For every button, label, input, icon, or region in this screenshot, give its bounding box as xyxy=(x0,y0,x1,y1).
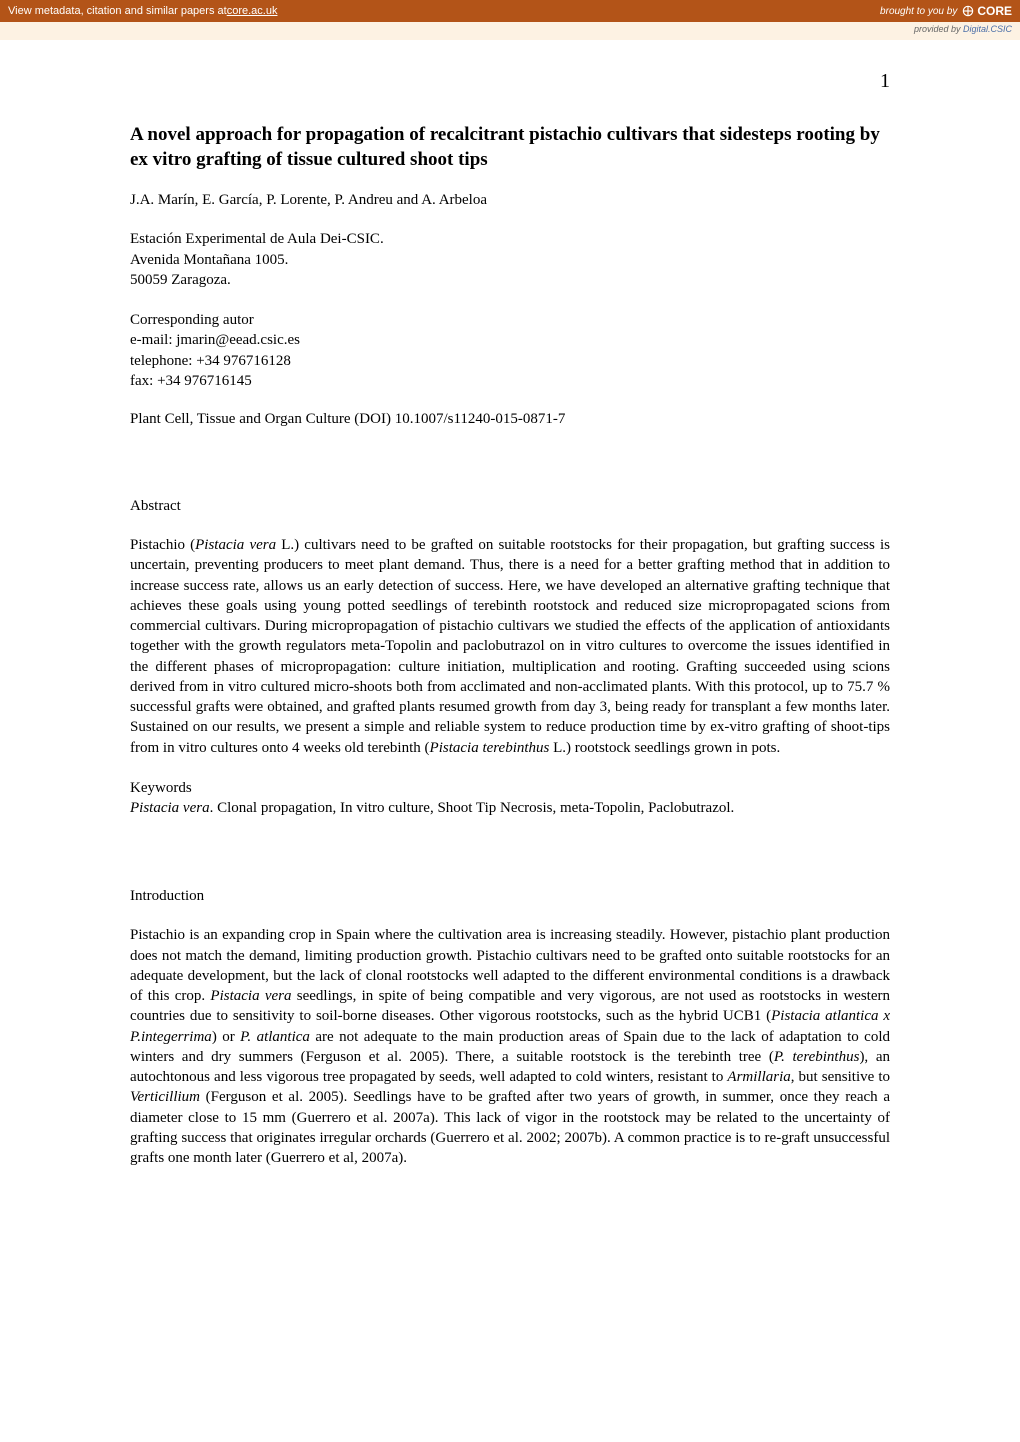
introduction-heading: Introduction xyxy=(130,888,890,905)
page-container: 1 A novel approach for propagation of re… xyxy=(0,40,1020,1218)
keywords-heading: Keywords xyxy=(130,778,890,798)
corresponding-label: Corresponding autor xyxy=(130,310,890,330)
affiliation-line1: Estación Experimental de Aula Dei-CSIC. xyxy=(130,229,890,249)
email: e-mail: jmarin@eead.csic.es xyxy=(130,330,890,350)
abstract-text: Pistachio (Pistacia vera L.) cultivars n… xyxy=(130,535,890,758)
affiliation-line3: 50059 Zaragoza. xyxy=(130,270,890,290)
provided-by-text: provided by xyxy=(914,24,963,34)
telephone: telephone: +34 976716128 xyxy=(130,351,890,371)
core-icon xyxy=(961,4,975,18)
provider-link[interactable]: Digital.CSIC xyxy=(963,24,1012,34)
banner-left: View metadata, citation and similar pape… xyxy=(8,5,277,17)
brought-by-text: brought to you by xyxy=(880,6,957,17)
affiliation: Estación Experimental de Aula Dei-CSIC. … xyxy=(130,229,890,290)
metadata-text: View metadata, citation and similar pape… xyxy=(8,5,227,17)
provided-banner: provided by Digital.CSIC xyxy=(0,22,1020,40)
page-number: 1 xyxy=(130,70,890,93)
keywords-block: Keywords Pistacia vera. Clonal propagati… xyxy=(130,778,890,819)
corresponding-author: Corresponding autor e-mail: jmarin@eead.… xyxy=(130,310,890,391)
banner-right: brought to you by CORE xyxy=(880,4,1012,18)
paper-title: A novel approach for propagation of reca… xyxy=(130,123,890,172)
affiliation-line2: Avenida Montañana 1005. xyxy=(130,250,890,270)
abstract-heading: Abstract xyxy=(130,498,890,515)
core-banner: View metadata, citation and similar pape… xyxy=(0,0,1020,22)
fax: fax: +34 976716145 xyxy=(130,371,890,391)
core-logo[interactable]: CORE xyxy=(961,4,1012,18)
core-url-link[interactable]: core.ac.uk xyxy=(227,5,278,17)
journal-reference: Plant Cell, Tissue and Organ Culture (DO… xyxy=(130,411,890,428)
core-name: CORE xyxy=(977,4,1012,18)
keywords-text: Pistacia vera. Clonal propagation, In vi… xyxy=(130,798,890,818)
authors: J.A. Marín, E. García, P. Lorente, P. An… xyxy=(130,192,890,209)
introduction-text: Pistachio is an expanding crop in Spain … xyxy=(130,925,890,1168)
